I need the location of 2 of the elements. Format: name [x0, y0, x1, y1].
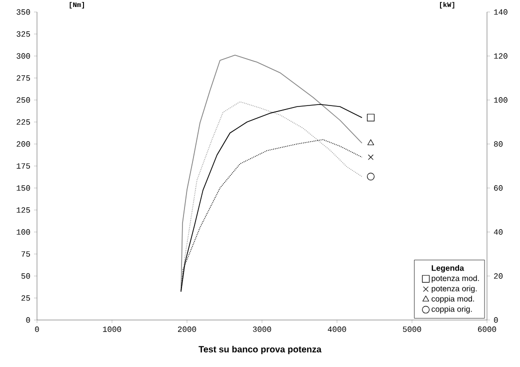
text: Test su banco prova potenza [198, 346, 322, 354]
line-series [180, 54, 362, 292]
